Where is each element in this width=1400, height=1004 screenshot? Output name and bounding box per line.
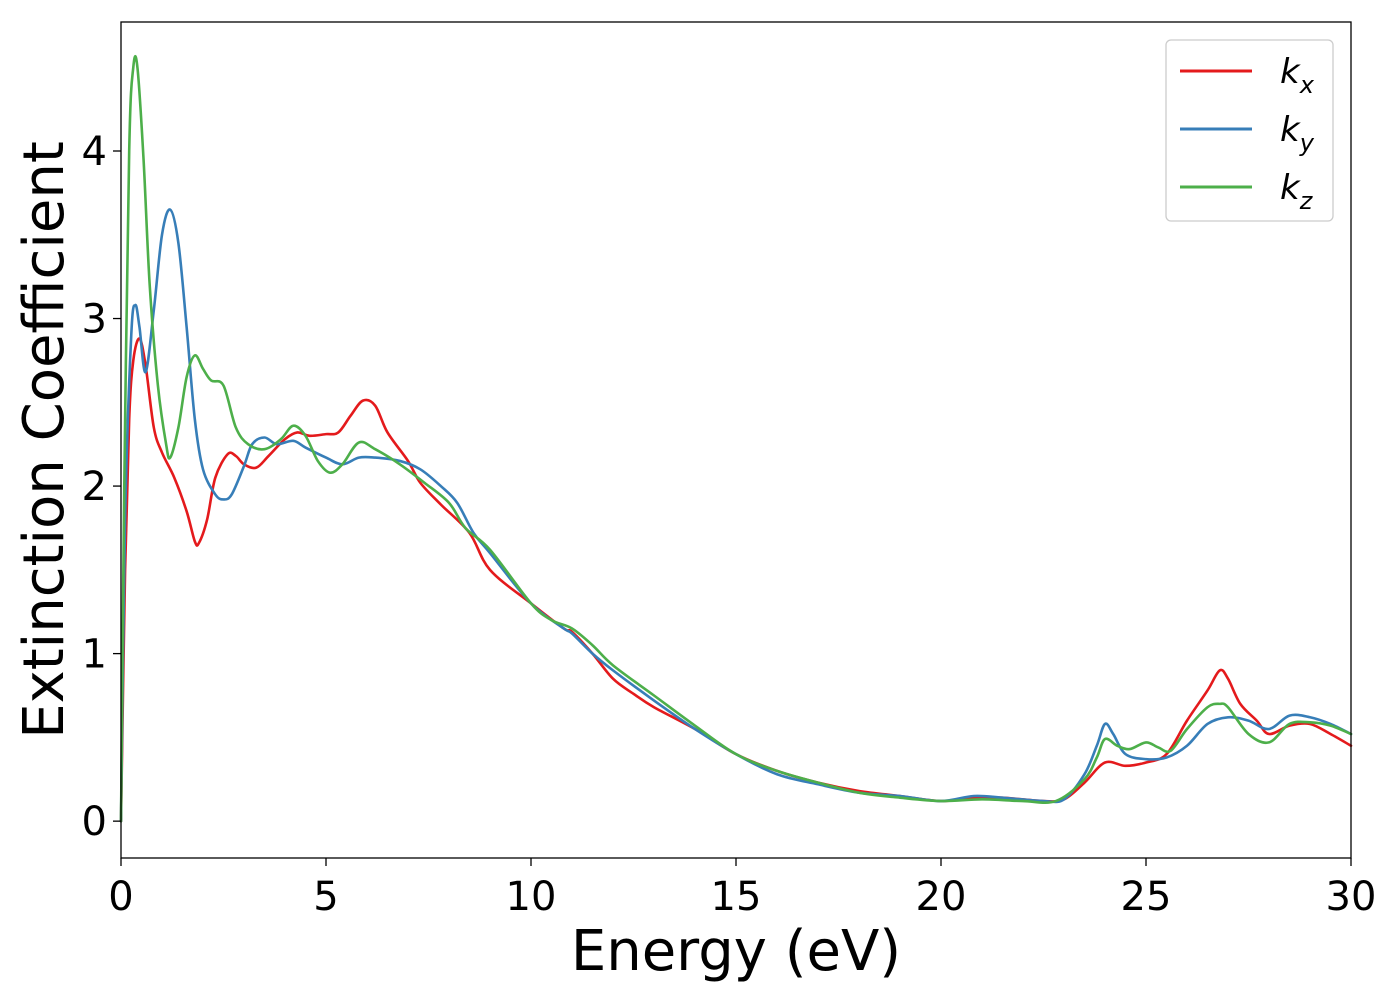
series-line-kx xyxy=(119,337,1353,823)
x-tick-label: 5 xyxy=(313,874,338,920)
series-line-ky xyxy=(119,208,1353,823)
legend: kx ky kz xyxy=(1165,39,1334,222)
legend-label-kz: kz xyxy=(1280,168,1314,215)
y-axis-label: Extinction Coefficient xyxy=(12,141,77,739)
y-tick-label: 1 xyxy=(82,632,107,678)
legend-label-ky: ky xyxy=(1280,110,1315,157)
plot-frame xyxy=(120,21,1352,859)
y-tick-label: 3 xyxy=(82,297,107,343)
x-tick-label: 20 xyxy=(916,874,967,920)
x-axis-label: Energy (eV) xyxy=(571,919,901,984)
plot-background xyxy=(121,22,1351,858)
x-tick-label: 25 xyxy=(1121,874,1172,920)
x-tick-label: 15 xyxy=(711,874,762,920)
series-layer xyxy=(119,54,1353,823)
y-axis-ticks: 0 1 2 3 4 xyxy=(82,129,121,845)
series-line-kz xyxy=(119,54,1353,823)
x-tick-label: 0 xyxy=(108,874,133,920)
y-tick-label: 0 xyxy=(82,799,107,845)
x-tick-label: 30 xyxy=(1326,874,1377,920)
x-tick-label: 10 xyxy=(506,874,557,920)
y-tick-label: 4 xyxy=(82,129,107,175)
x-axis-ticks: 0 5 10 15 20 25 30 xyxy=(108,858,1376,920)
y-tick-label: 2 xyxy=(82,464,107,510)
legend-label-kx: kx xyxy=(1280,52,1315,99)
